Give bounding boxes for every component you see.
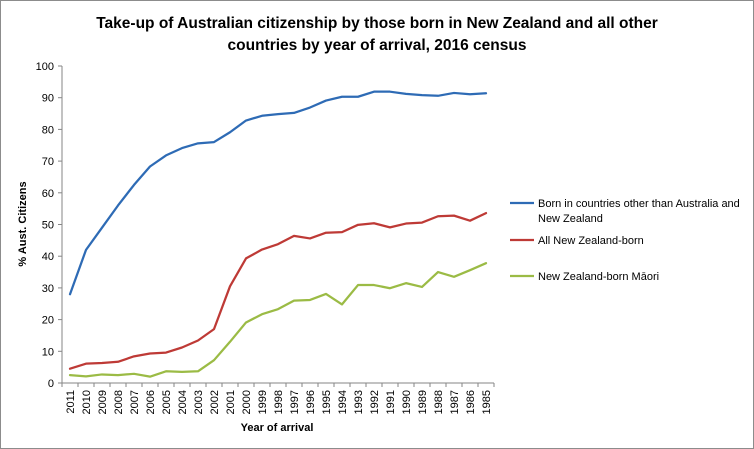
- y-tick-label: 50: [42, 220, 54, 232]
- y-tick-label: 10: [42, 346, 54, 358]
- x-tick-label: 2008: [113, 390, 125, 414]
- x-tick-label: 2011: [65, 390, 77, 414]
- x-tick-label: 2010: [81, 390, 93, 414]
- series-layer: [68, 90, 488, 378]
- legend-label-2: All New Zealand-born: [538, 235, 644, 247]
- x-tick-label: 1997: [289, 390, 301, 414]
- x-tick-label: 2001: [225, 390, 237, 414]
- x-tick-label: 1999: [257, 390, 269, 414]
- x-tick-label: 2006: [145, 390, 157, 414]
- x-tick-label: 2000: [241, 390, 253, 414]
- legend-label-3: New Zealand-born Māori: [538, 271, 659, 283]
- legend-label-1: Born in countries other than Australia a…: [538, 198, 740, 210]
- x-tick-label: 1991: [385, 390, 397, 414]
- y-axis: 0 10 20 30 40 50 60 70 80 90 100: [36, 61, 63, 390]
- y-tick-label: 0: [48, 378, 54, 390]
- x-tick-label: 1988: [433, 390, 445, 414]
- x-axis-title: Year of arrival: [241, 422, 314, 434]
- x-tick-label: 2007: [129, 390, 141, 414]
- x-tick-label: 1989: [417, 390, 429, 414]
- series-line-1: [68, 90, 488, 296]
- x-tick-label: 2004: [177, 390, 189, 414]
- x-tick-label: 1998: [273, 390, 285, 414]
- y-tick-label: 20: [42, 315, 54, 327]
- y-axis-title: % Aust. Citizens: [17, 181, 29, 266]
- x-tick-label: 1995: [321, 390, 333, 414]
- x-tick-label: 1992: [369, 390, 381, 414]
- x-tick-label: 2002: [209, 390, 221, 414]
- chart-title-line-1: Take-up of Australian citizenship by tho…: [96, 15, 658, 32]
- y-tick-label: 70: [42, 156, 54, 168]
- x-tick-label: 2009: [97, 390, 109, 414]
- x-tick-label: 1986: [465, 390, 477, 414]
- x-tick-label: 1993: [353, 390, 365, 414]
- y-tick-label: 90: [42, 93, 54, 105]
- x-tick-label: 1987: [449, 390, 461, 414]
- y-tick-label: 60: [42, 188, 54, 200]
- y-tick-label: 40: [42, 251, 54, 263]
- x-tick-label: 1985: [481, 390, 493, 414]
- series-line-2: [68, 211, 488, 370]
- x-tick-label: 2003: [193, 390, 205, 414]
- chart-title-line-2: countries by year of arrival, 2016 censu…: [228, 37, 527, 54]
- x-axis: 2011 2010 2009 2008 2007 2006 2005 2004 2003 2002…: [61, 382, 495, 414]
- y-tick-label: 100: [36, 61, 54, 73]
- x-tick-label: 2005: [161, 390, 173, 414]
- series-line-3: [68, 262, 488, 378]
- x-tick-label: 1994: [337, 390, 349, 414]
- x-tick-label: 1996: [305, 390, 317, 414]
- y-tick-label: 30: [42, 283, 54, 295]
- x-tick-label: 1990: [401, 390, 413, 414]
- y-tick-label: 80: [42, 124, 54, 136]
- legend: Born in countries other than Australia a…: [510, 198, 740, 283]
- legend-label-1: New Zealand: [538, 213, 603, 225]
